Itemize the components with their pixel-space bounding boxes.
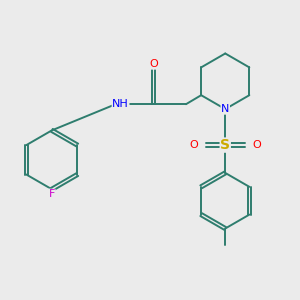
Text: O: O bbox=[190, 140, 199, 150]
Text: S: S bbox=[220, 138, 230, 152]
Text: F: F bbox=[49, 189, 55, 199]
Text: NH: NH bbox=[112, 99, 129, 109]
Text: O: O bbox=[252, 140, 261, 150]
Text: O: O bbox=[149, 59, 158, 69]
Text: N: N bbox=[221, 104, 230, 114]
